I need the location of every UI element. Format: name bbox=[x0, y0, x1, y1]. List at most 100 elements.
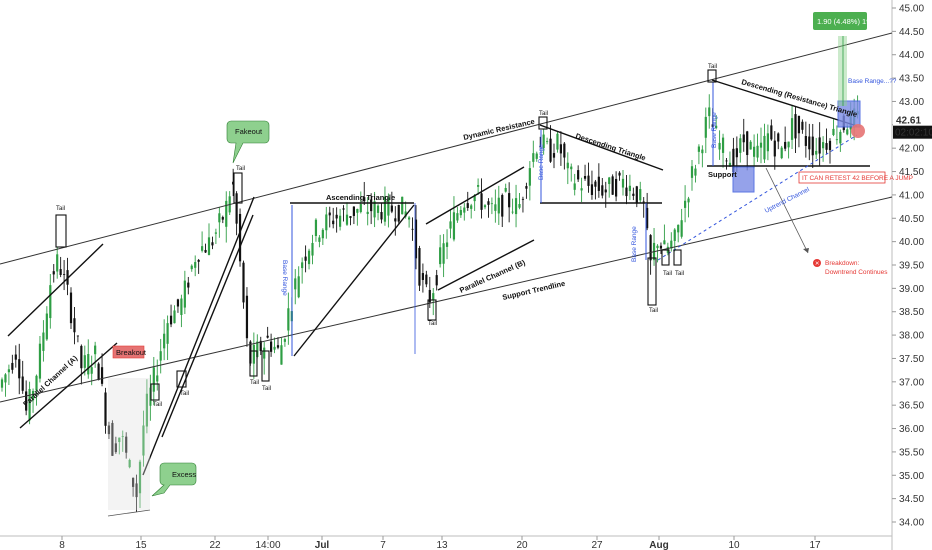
candle-body bbox=[235, 193, 238, 224]
candle bbox=[104, 387, 107, 434]
candle-body bbox=[418, 248, 421, 286]
parallel-channel-b-lower bbox=[437, 239, 535, 291]
candle bbox=[307, 248, 311, 270]
candle bbox=[373, 191, 376, 228]
price-tick-label: 40.50 bbox=[899, 214, 924, 225]
candle bbox=[235, 191, 238, 236]
candle bbox=[63, 260, 66, 291]
candle-body bbox=[163, 333, 166, 349]
candle bbox=[380, 203, 383, 224]
excess-label: Excess bbox=[172, 470, 196, 479]
candle-body bbox=[114, 443, 117, 453]
candle bbox=[539, 136, 542, 148]
price-tick-label: 34.50 bbox=[899, 494, 924, 505]
candle bbox=[639, 181, 642, 204]
candle-body bbox=[242, 262, 245, 303]
candle bbox=[0, 377, 4, 392]
candle-body bbox=[597, 176, 600, 191]
candle bbox=[173, 305, 176, 324]
base-range-label-4: Base Range bbox=[711, 112, 718, 148]
candle bbox=[280, 337, 283, 365]
candle-body bbox=[659, 245, 663, 249]
candle-body bbox=[542, 134, 545, 149]
candle-body bbox=[735, 148, 738, 158]
candle bbox=[31, 388, 35, 413]
candle-body bbox=[73, 318, 76, 333]
candle-body bbox=[297, 276, 300, 298]
candle bbox=[608, 176, 611, 198]
candle bbox=[166, 315, 169, 361]
candle-body bbox=[166, 323, 169, 344]
support-label: Support bbox=[708, 170, 737, 179]
candle bbox=[411, 217, 414, 241]
candle-body bbox=[818, 137, 821, 154]
candle bbox=[252, 332, 255, 379]
candle bbox=[100, 353, 104, 387]
candle-body bbox=[376, 205, 380, 213]
candle-body bbox=[390, 205, 393, 212]
candle bbox=[418, 245, 421, 291]
candle-body bbox=[435, 275, 438, 286]
price-tick-label: 38.00 bbox=[899, 331, 924, 342]
candle bbox=[432, 288, 435, 316]
candle-body bbox=[80, 345, 83, 369]
candle bbox=[784, 126, 787, 152]
excess-zone bbox=[108, 378, 150, 510]
tail-label: Tail bbox=[180, 391, 189, 397]
candle bbox=[190, 264, 193, 272]
candle bbox=[69, 287, 73, 329]
candle bbox=[559, 131, 562, 166]
candle bbox=[739, 134, 742, 163]
candle bbox=[107, 421, 111, 439]
candle bbox=[366, 197, 369, 226]
candle-body bbox=[104, 392, 107, 426]
candle-body bbox=[128, 459, 131, 468]
candle bbox=[501, 193, 504, 228]
candle-body bbox=[784, 141, 787, 149]
time-axis[interactable]: 8 15 22 14:00 Jul 7 13 20 27 Aug 10 17 bbox=[59, 536, 821, 550]
candle bbox=[414, 205, 418, 270]
candle-body bbox=[521, 198, 525, 200]
candle-body bbox=[173, 310, 176, 324]
candle-body bbox=[680, 220, 683, 237]
candle bbox=[397, 204, 400, 225]
candle bbox=[304, 245, 307, 273]
candle-body bbox=[801, 121, 804, 130]
candle bbox=[470, 203, 473, 219]
candle-body bbox=[673, 229, 676, 241]
last-price-bg bbox=[893, 112, 932, 127]
candle-body bbox=[0, 379, 4, 388]
candle-body bbox=[677, 224, 680, 233]
candle-body bbox=[152, 367, 155, 392]
candle bbox=[759, 127, 763, 164]
candle bbox=[283, 337, 286, 347]
price-tick-label: 38.50 bbox=[899, 307, 924, 318]
price-tick-label: 45.00 bbox=[899, 4, 924, 15]
candle bbox=[697, 144, 700, 165]
candle-body bbox=[463, 207, 466, 213]
candle-body bbox=[525, 186, 528, 189]
candle bbox=[514, 184, 518, 228]
candle-body bbox=[839, 131, 842, 144]
time-tick-label: 27 bbox=[591, 540, 603, 550]
candle-body bbox=[76, 335, 79, 337]
candle bbox=[777, 132, 780, 150]
candle-body bbox=[287, 308, 290, 331]
candle-body bbox=[401, 196, 404, 215]
candle bbox=[670, 232, 673, 252]
candle-body bbox=[245, 295, 249, 339]
tail-label: Tail bbox=[708, 64, 717, 70]
excess-callout bbox=[151, 462, 197, 497]
candle-body bbox=[380, 212, 383, 220]
candle-body bbox=[690, 166, 694, 178]
candle-body bbox=[176, 299, 180, 307]
price-tick-label: 41.50 bbox=[899, 167, 924, 178]
candle-body bbox=[328, 212, 331, 216]
candle bbox=[480, 178, 483, 219]
candle bbox=[583, 164, 587, 181]
candle bbox=[356, 208, 359, 226]
candle-body bbox=[770, 125, 773, 140]
tail-box bbox=[261, 350, 270, 382]
